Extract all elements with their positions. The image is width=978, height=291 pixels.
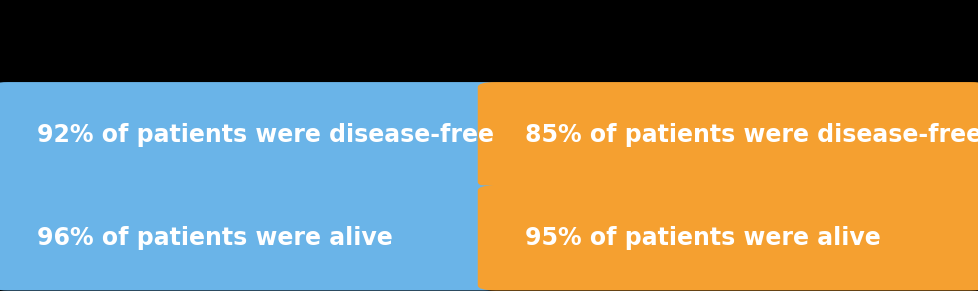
FancyBboxPatch shape	[0, 82, 501, 187]
Text: 85% of patients were disease-free: 85% of patients were disease-free	[524, 123, 978, 147]
FancyBboxPatch shape	[0, 185, 501, 290]
Text: 95% of patients were alive: 95% of patients were alive	[524, 226, 879, 250]
FancyBboxPatch shape	[477, 82, 978, 187]
Text: 92% of patients were disease-free: 92% of patients were disease-free	[37, 123, 494, 147]
Text: 96% of patients were alive: 96% of patients were alive	[37, 226, 392, 250]
FancyBboxPatch shape	[477, 185, 978, 290]
